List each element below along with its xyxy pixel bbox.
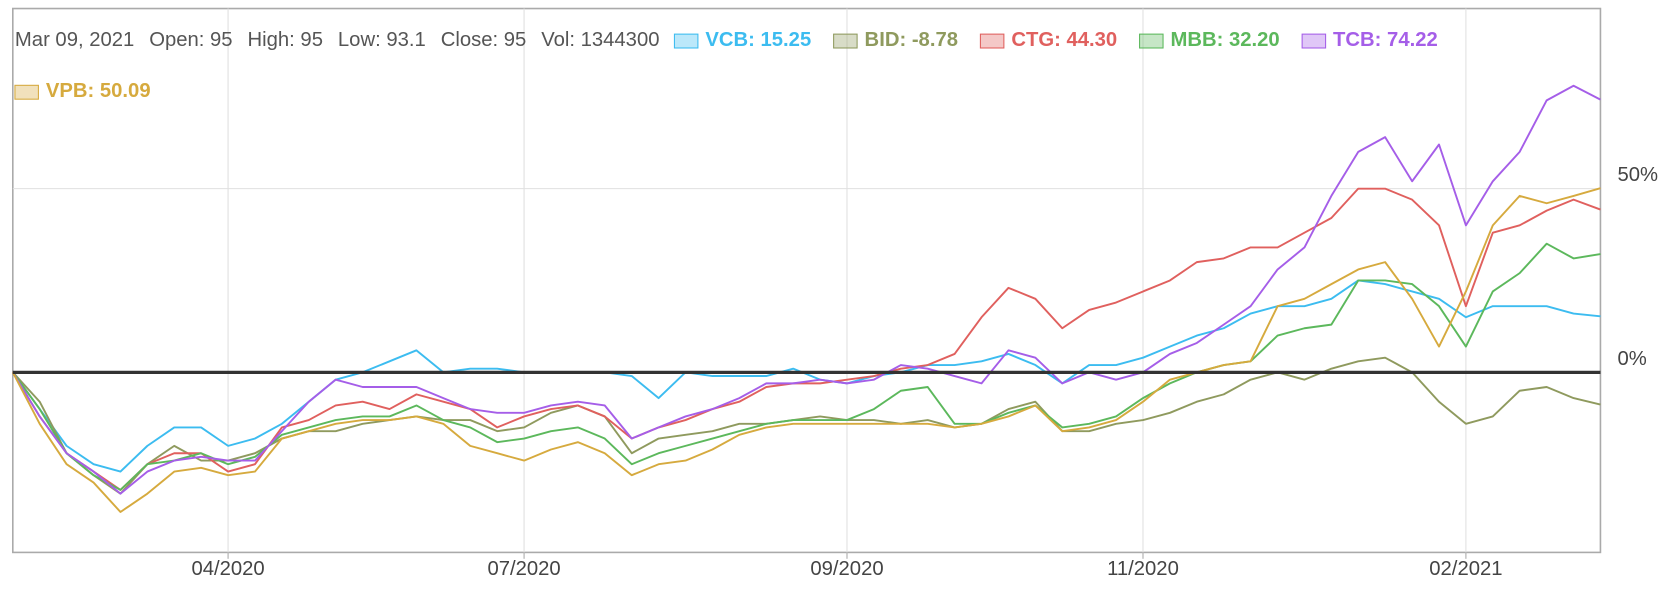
legend-swatch: [14, 84, 39, 100]
info-text: Open: 95: [149, 29, 232, 51]
legend-label: TCB: 74.22: [1333, 29, 1438, 51]
x-tick-label: 09/2020: [810, 558, 883, 580]
legend-label: VCB: 15.25: [705, 29, 811, 51]
x-tick-label: 02/2021: [1429, 558, 1502, 580]
series-line: [11, 187, 1601, 513]
plot-frame: [12, 7, 1602, 554]
x-tick-label: 11/2020: [1107, 558, 1179, 580]
legend-label: BID: -8.78: [865, 29, 958, 51]
legend-label: MBB: 32.20: [1171, 29, 1280, 51]
y-tick-label: 50%: [1618, 164, 1659, 186]
legend-swatch: [833, 33, 858, 49]
legend-item: BID: -8.78: [833, 29, 958, 51]
x-tick-label: 07/2020: [487, 558, 560, 580]
info-text: High: 95: [248, 29, 323, 51]
legend-item: TCB: 74.22: [1301, 29, 1438, 51]
info-text: Close: 95: [441, 29, 527, 51]
x-tick-label: 04/2020: [191, 558, 264, 580]
y-tick-label: 0%: [1618, 348, 1647, 370]
legend-swatch: [673, 33, 699, 49]
legend-label: VPB: 50.09: [46, 80, 151, 102]
legend-item: VPB: 50.09: [14, 80, 151, 102]
series-line: [12, 279, 1601, 473]
info-text: Low: 93.1: [338, 29, 426, 51]
legend-swatch: [979, 33, 1005, 49]
info-text: Vol: 1344300: [541, 29, 659, 51]
legend-swatch: [1301, 33, 1327, 49]
legend-item: MBB: 32.20: [1139, 29, 1280, 51]
series-line: [11, 84, 1601, 495]
legend-label: CTG: 44.30: [1011, 29, 1117, 51]
legend-item: CTG: 44.30: [979, 29, 1117, 51]
series-line: [12, 356, 1601, 495]
legend-swatch: [1139, 33, 1164, 49]
legend-item: VCB: 15.25: [673, 29, 811, 51]
info-text: Mar 09, 2021: [15, 29, 134, 51]
series-line: [12, 242, 1601, 491]
series-line: [11, 187, 1601, 491]
